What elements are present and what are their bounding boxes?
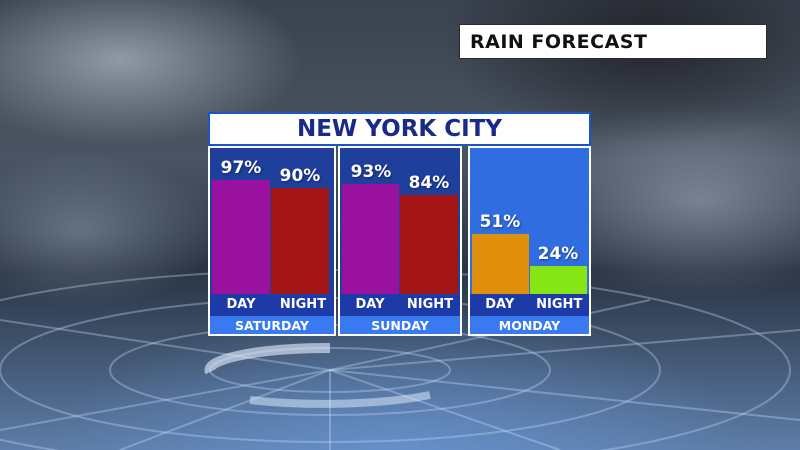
label-night: NIGHT [536,296,583,312]
panel-monday: 51% 24% DAY NIGHT MONDAY [468,146,591,336]
chart-title-box: NEW YORK CITY [208,112,591,146]
bar-monday-day [472,234,529,294]
period-labels-saturday: DAY NIGHT [210,294,334,314]
bar-sunday-night [400,195,458,294]
rain-forecast-title-text: RAIN FORECAST [470,30,648,53]
label-night: NIGHT [279,296,327,312]
label-night: NIGHT [406,296,454,312]
pct-sunday-night: 84% [408,173,450,193]
pct-monday-night: 24% [537,244,579,264]
bar-sunday-day [342,184,399,294]
panel-sunday: 93% 84% DAY NIGHT SUNDAY [338,146,462,336]
bar-saturday-night [271,188,329,294]
bar-saturday-day [212,180,270,294]
period-labels-sunday: DAY NIGHT [340,294,460,314]
panel-saturday: 97% 90% DAY NIGHT SATURDAY [208,146,336,336]
day-label-monday: MONDAY [470,314,589,334]
day-label-saturday: SATURDAY [210,314,334,334]
pct-sunday-day: 93% [350,162,392,182]
bar-monday-night [530,266,587,294]
label-day: DAY [485,296,515,312]
day-label-sunday: SUNDAY [340,314,460,334]
chart-title: NEW YORK CITY [296,116,503,142]
rain-forecast-title: RAIN FORECAST [459,24,767,59]
pct-saturday-day: 97% [220,158,262,178]
period-labels-monday: DAY NIGHT [470,294,589,314]
label-day: DAY [226,296,256,312]
label-day: DAY [355,296,385,312]
pct-monday-day: 51% [479,212,521,232]
pct-saturday-night: 90% [279,166,321,186]
